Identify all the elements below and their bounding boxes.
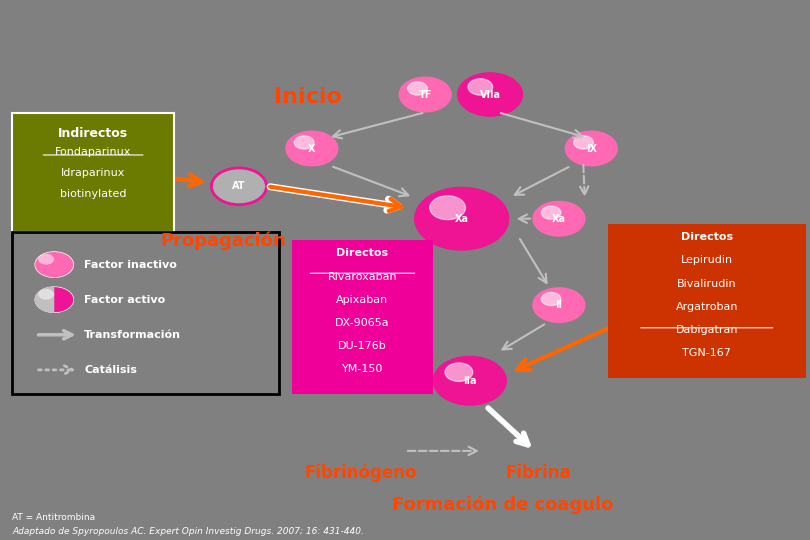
Text: Factor activo: Factor activo (84, 295, 165, 305)
Text: Rivaroxaban: Rivaroxaban (328, 272, 397, 282)
Circle shape (38, 289, 54, 300)
Circle shape (468, 79, 492, 95)
Circle shape (38, 254, 54, 265)
Text: DX-9065a: DX-9065a (335, 318, 390, 328)
Text: DU-176b: DU-176b (338, 341, 387, 352)
Circle shape (433, 356, 506, 405)
Text: Adaptado de Spyropoulos AC. Expert Opin Investig Drugs. 2007; 16: 431-440.: Adaptado de Spyropoulos AC. Expert Opin … (12, 526, 364, 536)
Text: YM-150: YM-150 (342, 364, 383, 375)
Circle shape (35, 287, 74, 313)
Circle shape (533, 201, 585, 236)
Circle shape (565, 131, 617, 166)
Text: Xa: Xa (552, 214, 566, 224)
Text: AT = Antitrombina: AT = Antitrombina (12, 513, 96, 522)
Circle shape (541, 206, 561, 219)
Text: Transformación: Transformación (84, 330, 181, 340)
FancyBboxPatch shape (12, 232, 279, 394)
Text: Argatroban: Argatroban (676, 302, 738, 312)
Circle shape (533, 288, 585, 322)
Text: Dabigatran: Dabigatran (676, 325, 738, 335)
Text: Fibrina: Fibrina (505, 463, 572, 482)
Text: Indirectos: Indirectos (58, 127, 128, 140)
Text: VIIa: VIIa (480, 90, 501, 99)
Text: Directos: Directos (336, 248, 389, 259)
Circle shape (430, 196, 466, 220)
Circle shape (573, 136, 594, 149)
Text: IIa: IIa (463, 376, 476, 386)
Circle shape (407, 82, 428, 95)
Circle shape (415, 187, 509, 250)
Text: TF: TF (419, 90, 432, 99)
Text: Directos: Directos (680, 232, 733, 242)
Text: Formación de coagulo: Formación de coagulo (391, 496, 613, 514)
Text: biotinylated: biotinylated (60, 189, 126, 199)
Text: Bivalirudin: Bivalirudin (677, 279, 736, 289)
Circle shape (211, 168, 266, 205)
Text: Fibrinógeno: Fibrinógeno (305, 463, 416, 482)
FancyBboxPatch shape (608, 224, 806, 378)
Text: IX: IX (586, 144, 597, 153)
Circle shape (445, 363, 473, 381)
Text: Apixaban: Apixaban (336, 295, 389, 305)
Text: Fondaparinux: Fondaparinux (55, 147, 131, 158)
Text: Inicio: Inicio (274, 87, 342, 107)
Circle shape (541, 293, 561, 306)
Wedge shape (35, 287, 54, 313)
Text: Xa: Xa (454, 214, 469, 224)
Text: TGN-167: TGN-167 (682, 348, 731, 359)
Text: II: II (556, 300, 562, 310)
Text: Lepirudin: Lepirudin (680, 255, 733, 266)
Text: Idraparinux: Idraparinux (61, 168, 126, 179)
FancyBboxPatch shape (292, 240, 433, 394)
Text: AT: AT (232, 181, 245, 191)
Text: X: X (308, 144, 316, 153)
FancyBboxPatch shape (12, 113, 174, 232)
Text: Factor inactivo: Factor inactivo (84, 260, 177, 269)
Text: Propagación: Propagación (160, 231, 286, 249)
Circle shape (458, 73, 522, 116)
Circle shape (286, 131, 338, 166)
Circle shape (35, 252, 74, 278)
Circle shape (294, 136, 314, 149)
Circle shape (399, 77, 451, 112)
Text: Catálisis: Catálisis (84, 365, 137, 375)
